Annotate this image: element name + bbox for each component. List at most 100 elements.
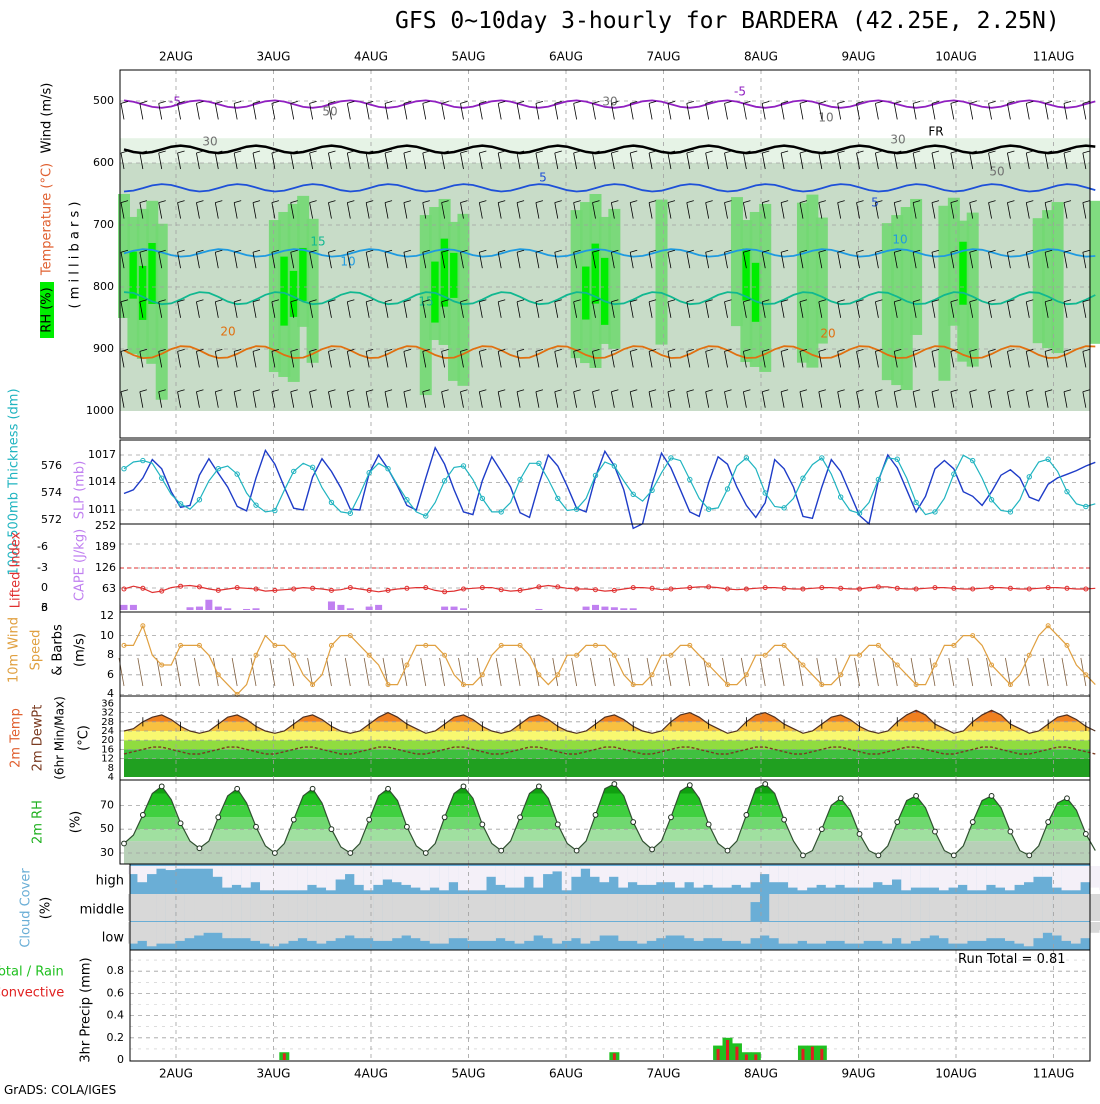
cloud-high-gap xyxy=(1089,866,1100,888)
wind-barb-flag xyxy=(743,389,751,393)
wind-barb xyxy=(950,351,955,368)
cloud-high-gap xyxy=(486,866,496,877)
cloud-low-gap xyxy=(731,922,742,941)
wind-barb-flag xyxy=(931,389,940,393)
wind-tick: 8 xyxy=(107,648,114,661)
wind-barb-flag xyxy=(460,249,468,253)
wind-barb-flag xyxy=(799,150,808,154)
rh-humid-patch xyxy=(457,213,470,386)
wind-marker xyxy=(517,642,523,648)
thickness-marker xyxy=(837,494,844,500)
cloud-middle-gap xyxy=(260,894,270,921)
wind-barb-flag xyxy=(611,150,619,154)
wind-barb xyxy=(988,103,992,120)
thickness-marker xyxy=(385,466,391,472)
rh-band xyxy=(124,817,1090,830)
cloud-high-gap xyxy=(505,866,515,888)
lifted-marker xyxy=(1007,585,1013,591)
wind-barb-flag xyxy=(479,249,487,253)
wind-barb-flag xyxy=(969,349,977,352)
cloud-high-gap xyxy=(750,866,760,883)
surface-wind-barb xyxy=(722,657,728,687)
wind-barb-flag xyxy=(422,299,430,303)
wind-barb-flag xyxy=(384,299,393,303)
wind-barb-flag xyxy=(837,200,845,203)
cloud-high-gap xyxy=(561,866,572,891)
cloud-high-gap xyxy=(731,866,742,885)
cloud-high-gap xyxy=(703,866,713,885)
wind-barb xyxy=(837,391,842,408)
cloud-middle-gap xyxy=(194,894,204,921)
cloud-high-gap xyxy=(797,866,808,891)
rh-marker xyxy=(121,840,127,847)
wind-barb-flag xyxy=(535,101,544,104)
wind-barb-flag xyxy=(196,150,204,154)
wind-barb-flag xyxy=(460,200,468,203)
wind-barb xyxy=(856,103,860,120)
wind-barb-flag xyxy=(818,249,826,253)
cloud-middle-gap xyxy=(910,894,921,921)
thickness-marker xyxy=(894,456,900,462)
surface-wind-barb xyxy=(986,657,992,687)
rh-marker xyxy=(441,814,448,821)
wind-barb xyxy=(856,202,860,219)
wind-barb-flag xyxy=(1026,101,1034,104)
cloud-low-gap xyxy=(278,922,289,944)
x-tick-bottom-5AUG: 5AUG xyxy=(452,1067,486,1081)
contour-label: 15 xyxy=(310,235,325,249)
cloud-low-gap xyxy=(175,922,185,941)
rh-marker xyxy=(592,812,599,818)
wind-marker xyxy=(140,623,146,629)
wind-barb xyxy=(988,152,992,170)
wind-barb-flag xyxy=(234,349,242,352)
wind-barb-flag xyxy=(441,150,449,154)
wind-barb xyxy=(988,301,992,318)
wind-barb xyxy=(875,351,879,368)
wind-barb-flag xyxy=(950,150,958,154)
rh-line xyxy=(123,783,1096,857)
isotherm-15 xyxy=(123,291,1096,306)
thickness-marker xyxy=(1083,503,1089,510)
cloud-low-gap xyxy=(429,922,440,944)
wind-barb-flag xyxy=(762,299,770,303)
wind-barb xyxy=(686,252,691,269)
wind-barb xyxy=(252,391,257,408)
cloud-low-gap xyxy=(552,922,562,944)
wind-barb xyxy=(1025,351,1030,368)
cloud-high-gap xyxy=(326,866,336,891)
cloud-middle-gap xyxy=(976,894,987,921)
wind-barb xyxy=(648,252,653,269)
cloud-low-gap xyxy=(995,922,1006,939)
wind-barb-flag xyxy=(724,299,732,303)
surface-wind-barb xyxy=(476,657,483,687)
rh-marker xyxy=(932,828,938,835)
wind-barb xyxy=(573,252,578,269)
wind-barb xyxy=(592,152,596,170)
wind-barb xyxy=(667,152,672,170)
cloud-low-gap xyxy=(373,922,383,941)
wind-barb xyxy=(724,152,728,170)
wind-barb xyxy=(384,152,389,170)
cloud-low-gap xyxy=(656,922,666,939)
wind-barb xyxy=(667,301,672,318)
cloud-high-gap xyxy=(1042,866,1053,877)
lifted-marker xyxy=(555,584,561,590)
wind-barb xyxy=(799,351,804,368)
wind-barb xyxy=(422,301,427,318)
wind-barb xyxy=(799,301,804,318)
wind-barb xyxy=(856,252,860,269)
wind-barb-flag xyxy=(762,349,770,352)
wind-barb xyxy=(1063,103,1068,120)
wind-barb-flag xyxy=(630,389,638,393)
wind-barb-flag xyxy=(366,150,374,154)
wind-barb xyxy=(158,351,163,368)
wind-barb xyxy=(837,252,842,269)
thickness-marker xyxy=(988,497,995,503)
wind-barb xyxy=(1007,252,1011,269)
wind-barb-flag xyxy=(535,299,544,303)
wind-barb xyxy=(912,103,917,120)
wind-barb-flag xyxy=(1045,389,1053,393)
wind-barb xyxy=(120,301,125,318)
cloud-high-gap xyxy=(1080,866,1091,883)
isotherm-5 xyxy=(123,183,1096,193)
